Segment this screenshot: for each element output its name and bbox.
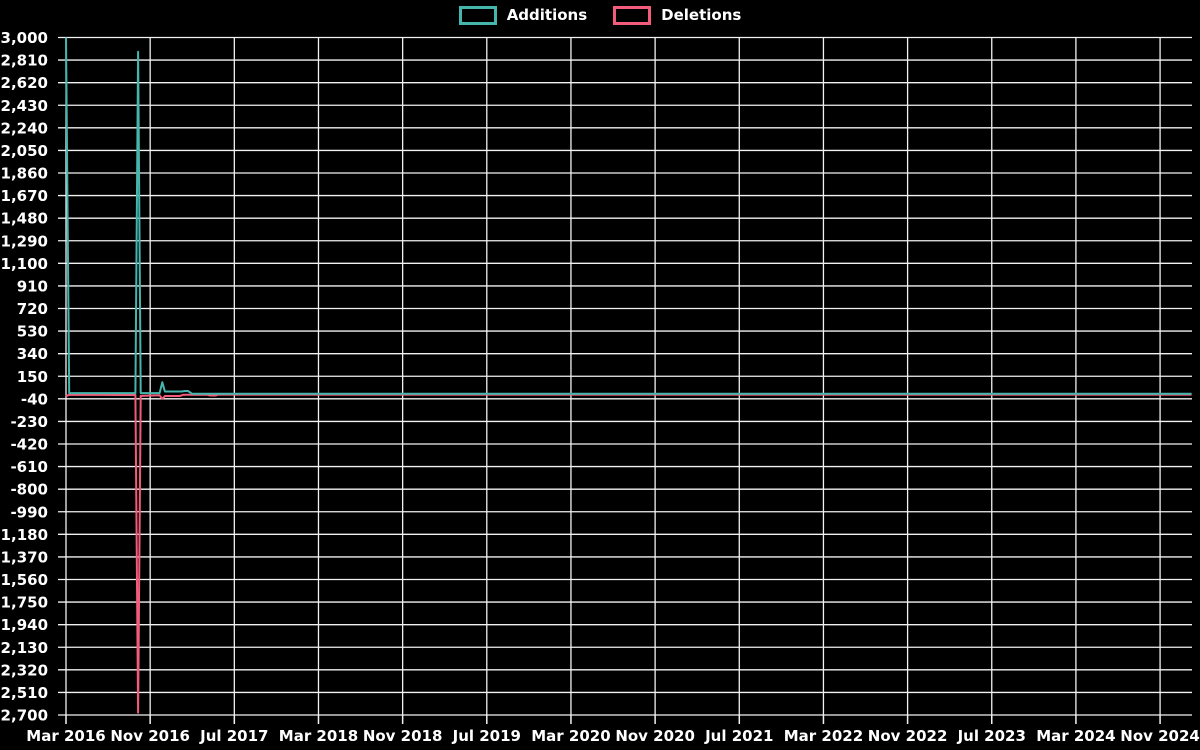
y-axis-tick-label: 720: [17, 300, 48, 318]
series-line-deletions: [65, 393, 1192, 714]
legend-label-additions: Additions: [506, 6, 588, 24]
y-axis-tick-label: -1,750: [0, 594, 48, 612]
x-axis-tick-label: Mar 2022: [784, 727, 863, 745]
x-axis-tick-label: Nov 2016: [110, 727, 190, 745]
y-axis-tick-label: -1,560: [0, 571, 48, 589]
y-axis-tick-label: -1,180: [0, 526, 48, 544]
x-axis-tick-label: Jul 2021: [704, 727, 773, 745]
y-axis-tick-label: -610: [10, 458, 48, 476]
x-axis-tick-label: Nov 2020: [615, 727, 695, 745]
y-axis-tick-label: 150: [17, 368, 48, 386]
y-axis-tick-label: 2,620: [1, 74, 48, 92]
y-axis-tick-label: -40: [21, 390, 48, 408]
y-axis-tick-label: 1,290: [1, 232, 48, 250]
legend-label-deletions: Deletions: [661, 6, 742, 24]
y-axis-tick-label: 1,100: [1, 255, 48, 273]
x-axis-tick-label: Jul 2023: [957, 727, 1026, 745]
y-axis-tick-label: 3,000: [1, 29, 48, 47]
x-axis-tick-label: Nov 2024: [1120, 727, 1200, 745]
x-axis-tick-label: Mar 2018: [279, 727, 358, 745]
y-axis-tick-label: -800: [10, 481, 48, 499]
x-axis-tick-label: Nov 2018: [363, 727, 443, 745]
y-axis-tick-label: 1,860: [1, 165, 48, 183]
series-line-additions: [65, 37, 1192, 395]
x-axis-tick-label: Nov 2022: [868, 727, 948, 745]
x-axis-tick-label: Jul 2019: [452, 727, 521, 745]
y-axis-tick-label: -2,510: [0, 684, 48, 702]
additions-swatch-icon: [458, 6, 497, 25]
y-axis-tick-label: -2,700: [0, 707, 48, 725]
y-axis-tick-label: 2,430: [1, 97, 48, 115]
y-axis-tick-label: -230: [10, 413, 48, 431]
y-axis-tick-label: 2,810: [1, 52, 48, 70]
x-axis-tick-label: Mar 2024: [1036, 727, 1115, 745]
x-axis-tick-label: Mar 2020: [531, 727, 610, 745]
x-axis-tick-label: Mar 2016: [26, 727, 105, 745]
y-axis-tick-label: 910: [17, 277, 48, 295]
legend-item-additions[interactable]: Additions: [458, 6, 588, 25]
legend-item-deletions[interactable]: Deletions: [613, 6, 741, 25]
y-axis-tick-label: -2,320: [0, 661, 48, 679]
y-axis-tick-label: 2,240: [1, 119, 48, 137]
y-axis-tick-label: 530: [17, 323, 48, 341]
y-axis-tick-label: -420: [10, 436, 48, 454]
y-axis-tick-label: -1,370: [0, 548, 48, 566]
y-axis-tick-label: -1,940: [0, 616, 48, 634]
chart-legend: Additions Deletions: [0, 6, 1200, 25]
y-axis-tick-label: -2,130: [0, 639, 48, 657]
y-axis-tick-label: 2,050: [1, 142, 48, 160]
y-axis-tick-label: -990: [10, 503, 48, 521]
deletions-swatch-icon: [613, 6, 652, 25]
y-axis-tick-label: 1,480: [1, 210, 48, 228]
y-axis-tick-label: 1,670: [1, 187, 48, 205]
y-axis-tick-label: 340: [17, 345, 48, 363]
x-axis-tick-label: Jul 2017: [199, 727, 268, 745]
